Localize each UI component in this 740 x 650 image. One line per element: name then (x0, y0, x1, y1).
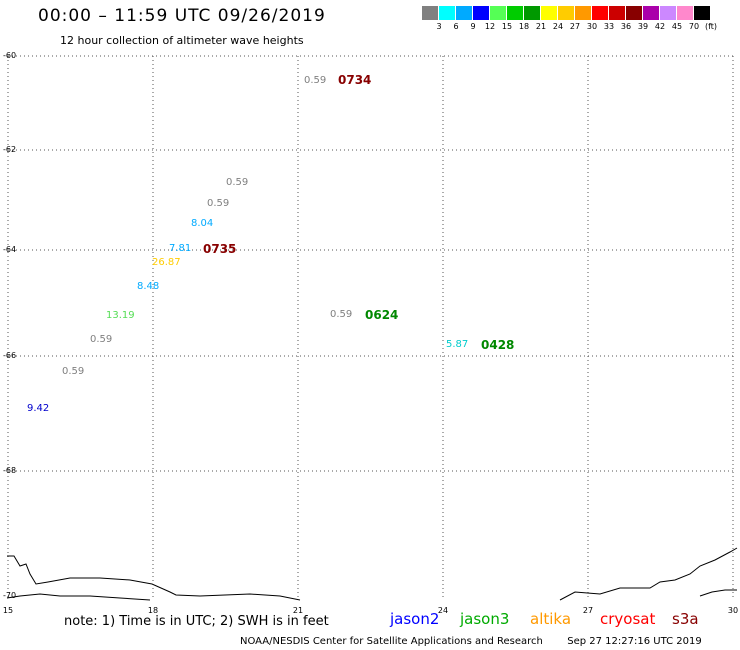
legend-label: 9 (470, 22, 476, 31)
wave-height-reading: 8.48 (137, 281, 160, 292)
legend-label: 12 (484, 22, 496, 31)
legend-swatch (694, 6, 711, 20)
wave-height-reading: 9.42 (27, 403, 50, 414)
legend-label: 45 (671, 22, 683, 31)
longitude-label: 27 (582, 606, 594, 615)
wave-height-reading: 5.87 (446, 339, 469, 350)
legend-label: 27 (569, 22, 581, 31)
latitude-label: -62 (3, 145, 17, 154)
footer-note: note: 1) Time is in UTC; 2) SWH is in fe… (64, 614, 329, 629)
wave-height-reading: 0.59 (330, 309, 353, 320)
wave-height-reading: 7.81 (169, 243, 192, 254)
wave-height-reading: 26.87 (152, 257, 181, 268)
legend-label: 15 (501, 22, 513, 31)
footer-credit: NOAA/NESDIS Center for Satellite Applica… (240, 636, 702, 647)
legend-swatch (643, 6, 660, 20)
latitude-label: -64 (3, 245, 17, 254)
latitude-label: -60 (3, 51, 17, 60)
wave-height-reading: 0.59 (304, 75, 327, 86)
legend-label: 42 (654, 22, 666, 31)
longitude-label: 21 (292, 606, 304, 615)
map-subtitle: 12 hour collection of altimeter wave hei… (60, 34, 304, 47)
legend-label: 18 (518, 22, 530, 31)
wave-height-reading: 13.19 (106, 310, 135, 321)
legend-swatch (422, 6, 439, 20)
latitude-label: -70 (3, 591, 17, 600)
latitude-label: -66 (3, 351, 17, 360)
credit-agency: NOAA/NESDIS Center for Satellite Applica… (240, 636, 543, 647)
satellite-legend-s3a: s3a (672, 610, 699, 628)
legend-swatch (575, 6, 592, 20)
legend-swatch (524, 6, 541, 20)
legend-label: 6 (453, 22, 459, 31)
coastline-west (7, 555, 301, 601)
pass-time-label: 0734 (338, 73, 372, 87)
legend-label: 70 (688, 22, 700, 31)
pass-time-label: 0428 (481, 338, 515, 352)
longitude-label: 15 (2, 606, 14, 615)
legend-swatch (677, 6, 694, 20)
legend-swatch (490, 6, 507, 20)
graticule (7, 55, 734, 600)
longitude-label: 30 (727, 606, 739, 615)
satellite-legend-jason3: jason3 (460, 610, 510, 628)
legend-label: 21 (535, 22, 547, 31)
wave-height-reading: 0.59 (62, 366, 85, 377)
latitude-label: -68 (3, 466, 17, 475)
generation-timestamp: Sep 27 12:27:16 UTC 2019 (567, 636, 702, 647)
legend-label: 24 (552, 22, 564, 31)
wave-height-reading: 0.59 (90, 334, 113, 345)
legend-label: 30 (586, 22, 598, 31)
wave-height-reading: 0.59 (207, 198, 230, 209)
legend-label: 39 (637, 22, 649, 31)
coastline-west-inner (6, 593, 151, 601)
satellite-legend-jason2: jason2 (390, 610, 440, 628)
coastline-east-inner (699, 589, 737, 597)
legend-swatch (558, 6, 575, 20)
legend-label: 33 (603, 22, 615, 31)
legend-swatch (660, 6, 677, 20)
coastline-east (559, 547, 738, 601)
antarctic-coastline (6, 547, 738, 601)
map-title: 00:00 – 11:59 UTC 09/26/2019 (38, 6, 326, 26)
wave-height-reading: 0.59 (226, 177, 249, 188)
legend-swatch (541, 6, 558, 20)
wave-height-reading: 8.04 (191, 218, 214, 229)
legend-swatch (439, 6, 456, 20)
legend-swatch (507, 6, 524, 20)
satellite-legend-altika: altika (530, 610, 572, 628)
longitude-label: 24 (437, 606, 449, 615)
pass-time-label: 0735 (203, 242, 237, 256)
pass-time-label: 0624 (365, 308, 399, 322)
legend-swatch (592, 6, 609, 20)
longitude-label: 18 (147, 606, 159, 615)
legend-swatch (473, 6, 490, 20)
legend-swatch (609, 6, 626, 20)
legend-label: 3 (436, 22, 442, 31)
legend-label: 36 (620, 22, 632, 31)
satellite-legend-cryosat: cryosat (600, 610, 656, 628)
legend-label: (ft) (704, 22, 718, 31)
legend-swatch (456, 6, 473, 20)
legend-swatch (626, 6, 643, 20)
color-legend (422, 6, 711, 20)
